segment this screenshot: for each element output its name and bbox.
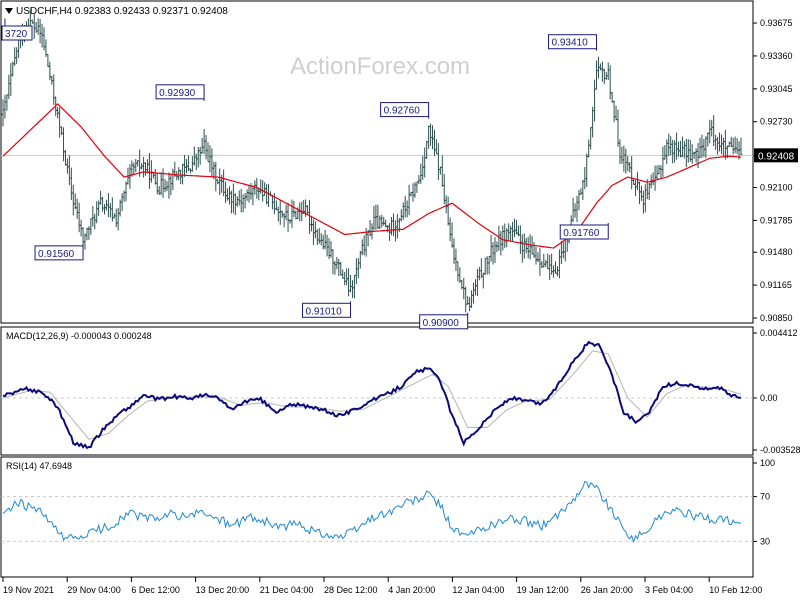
rsi-series-layer <box>2 480 742 544</box>
annotation-label: 3720 <box>5 29 28 40</box>
price-tick-label: 0.92730 <box>760 117 793 127</box>
watermark-text: ActionForex.com <box>290 53 470 80</box>
price-annotation: 0.92760 <box>380 102 430 119</box>
moving-average-line <box>2 103 742 249</box>
rsi-tick-label: 100 <box>760 458 775 468</box>
time-tick-label: 3 Feb 04:00 <box>645 585 693 595</box>
macd-line <box>2 340 742 450</box>
price-series-layer <box>1 8 743 313</box>
annotation-label: 0.90900 <box>423 318 460 329</box>
price-annotation: 0.91760 <box>559 222 609 240</box>
price-tick-label: 0.93675 <box>760 18 793 28</box>
time-tick-label: 19 Jan 12:00 <box>517 585 569 595</box>
price-annotation: 0.91560 <box>34 243 84 261</box>
annotation-label: 0.91010 <box>306 306 343 317</box>
annotation-label: 0.92760 <box>384 106 421 117</box>
annotation-label: 0.91760 <box>563 228 600 239</box>
time-x-axis: 19 Nov 2021 29 Nov 04:00 6 Dec 12:00 13 Dec… <box>2 577 762 595</box>
annotation-label: 0.93410 <box>552 38 589 49</box>
time-tick-label: 12 Jan 04:00 <box>452 585 504 595</box>
price-tick-label: 0.91480 <box>760 247 793 257</box>
time-tick-label: 4 Jan 20:00 <box>388 585 435 595</box>
price-tick-label: 0.90850 <box>760 313 793 323</box>
price-panel-frame <box>0 0 754 324</box>
rsi-y-axis: 100 70 30 <box>1 458 775 546</box>
current-price-tag <box>754 148 798 163</box>
price-annotation: 0.90900 <box>419 312 469 330</box>
macd-title: MACD(12,26,9) -0.000043 0.000248 <box>6 331 152 341</box>
macd-tick-label: -0.003528 <box>760 445 800 455</box>
rsi-tick-label: 30 <box>760 536 770 546</box>
rsi-title: RSI(14) 47.6948 <box>6 461 72 471</box>
price-annotations: 3720 0.91560 0.92930 0.91010 0.92760 0.90900 0… <box>1 18 609 330</box>
chart-header-symbol: USDCHF,H4 0.92383 0.92433 0.92371 0.9240… <box>16 6 228 17</box>
rsi-tick-label: 70 <box>760 492 770 502</box>
price-annotation: 0.93410 <box>548 34 598 51</box>
time-tick-label: 26 Jan 20:00 <box>581 585 633 595</box>
price-annotation: 0.92930 <box>155 84 205 101</box>
macd-tick-label: 0.00 <box>760 393 778 403</box>
time-tick-label: 13 Dec 20:00 <box>196 585 250 595</box>
price-annotation: 3720 <box>1 18 33 41</box>
time-tick-label: 19 Nov 2021 <box>3 585 54 595</box>
macd-series-layer <box>2 340 742 450</box>
price-tick-label: 0.92100 <box>760 182 793 192</box>
rsi-panel-frame <box>0 456 754 578</box>
price-tick-label: 0.93045 <box>760 84 793 94</box>
macd-tick-label: 0.004412 <box>760 328 798 338</box>
time-tick-label: 10 Feb 12:00 <box>709 585 762 595</box>
time-tick-label: 6 Dec 12:00 <box>131 585 180 595</box>
annotation-label: 0.92930 <box>159 88 196 99</box>
price-y-axis: 0.93675 0.93360 0.93045 0.92730 0.92100 0.917… <box>1 18 793 323</box>
macd-panel-frame <box>0 326 754 456</box>
time-tick-label: 21 Dec 04:00 <box>260 585 314 595</box>
macd-signal-line <box>2 350 742 440</box>
time-tick-label: 28 Dec 12:00 <box>324 585 378 595</box>
price-tick-label: 0.93360 <box>760 51 793 61</box>
current-price-label: 0.92408 <box>758 151 795 162</box>
annotation-label: 0.91560 <box>38 249 75 260</box>
price-tick-label: 0.91785 <box>760 215 793 225</box>
time-tick-label: 29 Nov 04:00 <box>67 585 121 595</box>
price-annotation: 0.91010 <box>302 301 352 318</box>
rsi-line <box>2 480 742 544</box>
price-tick-label: 0.91165 <box>760 280 792 290</box>
price-bar <box>739 137 743 156</box>
collapse-triangle-icon[interactable] <box>5 8 13 14</box>
